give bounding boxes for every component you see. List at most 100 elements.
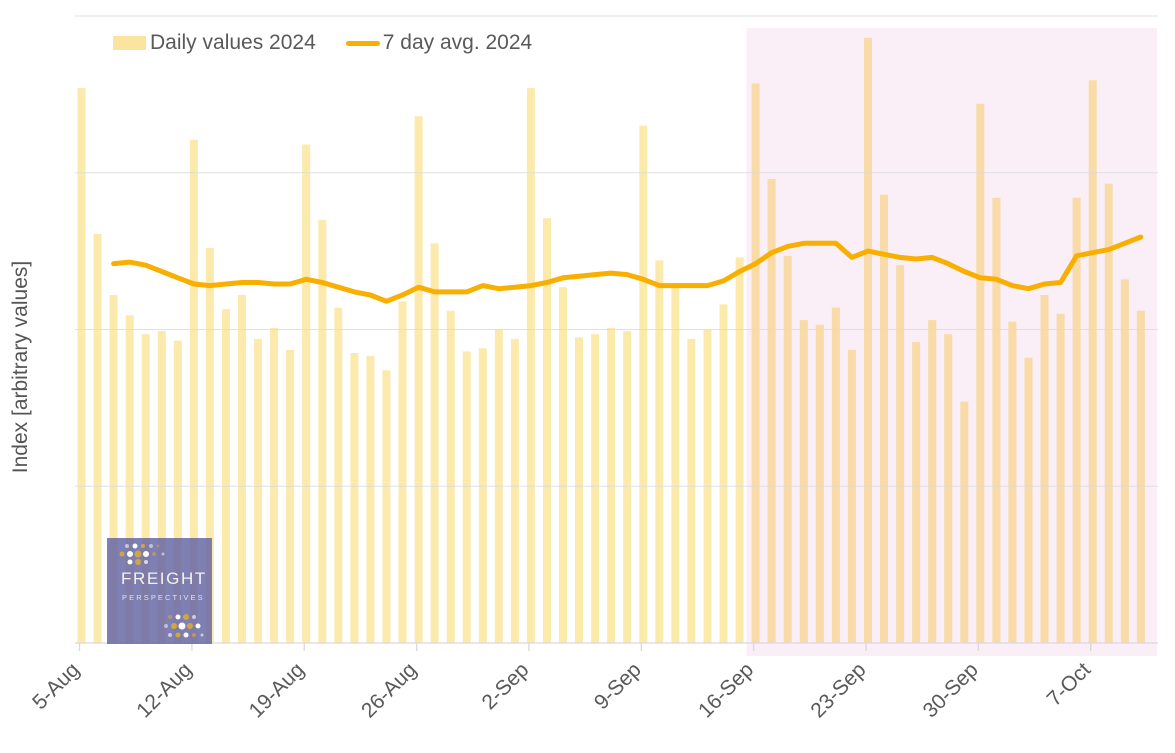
x-axis-label-12-Aug: 12-Aug xyxy=(132,658,196,722)
legend-label-daily-values: Daily values 2024 xyxy=(150,31,316,54)
daily-bar-16-Sep xyxy=(751,83,760,643)
seven-day-avg-line xyxy=(111,234,1144,304)
daily-bar-26-Sep xyxy=(912,342,921,643)
daily-bar-13-Aug xyxy=(205,248,214,643)
y-axis-title: Index [arbitrary values] xyxy=(9,261,32,473)
logo-dot xyxy=(132,543,138,549)
logo-dot xyxy=(119,551,125,557)
logo-dot xyxy=(192,615,196,619)
x-axis-label-2-Sep: 2-Sep xyxy=(478,658,534,714)
daily-bar-8-Aug xyxy=(125,315,134,643)
daily-bar-11-Aug xyxy=(173,340,182,643)
daily-bar-21-Sep xyxy=(831,307,840,643)
daily-bar-27-Sep xyxy=(928,320,937,643)
logo-dot xyxy=(127,551,133,557)
daily-bar-8-Oct xyxy=(1104,183,1113,643)
daily-bar-20-Sep xyxy=(815,324,824,643)
daily-bar-9-Sep xyxy=(639,125,648,643)
x-axis-label-7-Oct: 7-Oct xyxy=(1043,658,1096,711)
x-axis-label-16-Sep: 16-Sep xyxy=(694,658,758,722)
logo-dot xyxy=(149,544,153,548)
legend-line-swatch xyxy=(345,40,380,46)
daily-bar-25-Sep xyxy=(896,265,905,643)
legend: Daily values 2024 7 day avg. 2024 xyxy=(113,31,532,55)
daily-bar-11-Sep xyxy=(671,287,680,643)
daily-bar-29-Aug xyxy=(462,351,471,643)
logo-dot xyxy=(171,623,177,629)
daily-bar-6-Sep xyxy=(591,334,600,643)
daily-bar-30-Sep xyxy=(976,103,985,644)
daily-bar-25-Aug xyxy=(398,301,407,643)
logo-dot xyxy=(183,614,189,620)
daily-bar-1-Oct xyxy=(992,197,1001,644)
logo-dot xyxy=(125,544,129,548)
daily-bar-2-Sep xyxy=(526,88,535,644)
daily-bar-29-Sep xyxy=(960,401,969,643)
daily-bar-28-Aug xyxy=(446,310,455,643)
logo-dot xyxy=(127,559,133,565)
logo-dot xyxy=(178,622,186,630)
logo-dot xyxy=(152,552,156,556)
daily-bar-10-Sep xyxy=(655,260,664,643)
daily-bar-3-Oct xyxy=(1024,357,1033,643)
daily-bar-19-Aug xyxy=(302,144,311,643)
logo-dot xyxy=(161,552,165,556)
logo-dot xyxy=(144,560,148,564)
logo-dot xyxy=(200,633,204,637)
logo-dot xyxy=(175,632,181,638)
daily-bar-30-Aug xyxy=(478,348,487,643)
daily-bar-17-Aug xyxy=(270,327,279,643)
daily-bar-4-Sep xyxy=(559,287,567,643)
daily-bar-18-Aug xyxy=(286,349,295,643)
logo-dot xyxy=(134,550,142,558)
daily-bar-18-Sep xyxy=(783,255,792,644)
daily-bar-6-Aug xyxy=(93,233,102,643)
daily-bar-7-Oct xyxy=(1088,80,1097,644)
daily-bar-22-Sep xyxy=(847,349,856,643)
daily-bar-5-Sep xyxy=(575,337,583,643)
daily-bar-17-Sep xyxy=(767,179,776,643)
daily-bar-26-Aug xyxy=(414,116,423,644)
daily-bar-1-Sep xyxy=(510,338,519,643)
daily-bar-14-Aug xyxy=(222,309,230,643)
daily-bar-27-Aug xyxy=(430,243,439,644)
logo-dot xyxy=(141,544,145,548)
logo-dot xyxy=(187,623,193,629)
logo-title: FREIGHT xyxy=(121,569,207,588)
logo-dot xyxy=(135,559,141,565)
x-axis-label-9-Sep: 9-Sep xyxy=(590,658,646,714)
x-axis-label-5-Aug: 5-Aug xyxy=(28,658,84,714)
daily-bar-28-Sep xyxy=(944,334,953,643)
daily-bar-4-Oct xyxy=(1040,295,1049,643)
daily-bar-16-Aug xyxy=(254,338,263,643)
daily-bar-22-Aug xyxy=(350,353,359,643)
daily-bar-23-Sep xyxy=(864,37,872,643)
legend-bar-swatch xyxy=(113,36,146,50)
x-axis-label-26-Aug: 26-Aug xyxy=(357,658,421,722)
daily-bar-10-Aug xyxy=(157,331,166,643)
logo-dot xyxy=(195,623,201,629)
daily-bar-7-Aug xyxy=(109,295,118,643)
daily-bars-group xyxy=(77,37,1145,644)
daily-bar-2-Oct xyxy=(1008,321,1017,643)
daily-bar-15-Aug xyxy=(238,295,246,643)
daily-bar-12-Sep xyxy=(687,338,696,643)
logo-dot xyxy=(164,624,168,628)
daily-bar-14-Sep xyxy=(719,304,728,643)
x-axis-group xyxy=(75,642,1158,651)
daily-bar-19-Sep xyxy=(799,320,808,643)
daily-bar-20-Aug xyxy=(318,219,327,644)
daily-bar-10-Oct xyxy=(1136,310,1145,643)
daily-bar-12-Aug xyxy=(189,139,198,644)
x-axis-label-19-Aug: 19-Aug xyxy=(245,658,309,722)
x-axis-label-30-Sep: 30-Sep xyxy=(919,658,983,722)
logo-dots-pattern xyxy=(119,543,204,638)
daily-bar-9-Aug xyxy=(141,334,150,643)
gridlines-group xyxy=(75,15,1158,487)
logo-dot xyxy=(168,633,172,637)
logo-dot xyxy=(156,544,160,548)
daily-bar-9-Oct xyxy=(1120,279,1129,643)
daily-bar-3-Sep xyxy=(543,218,551,643)
